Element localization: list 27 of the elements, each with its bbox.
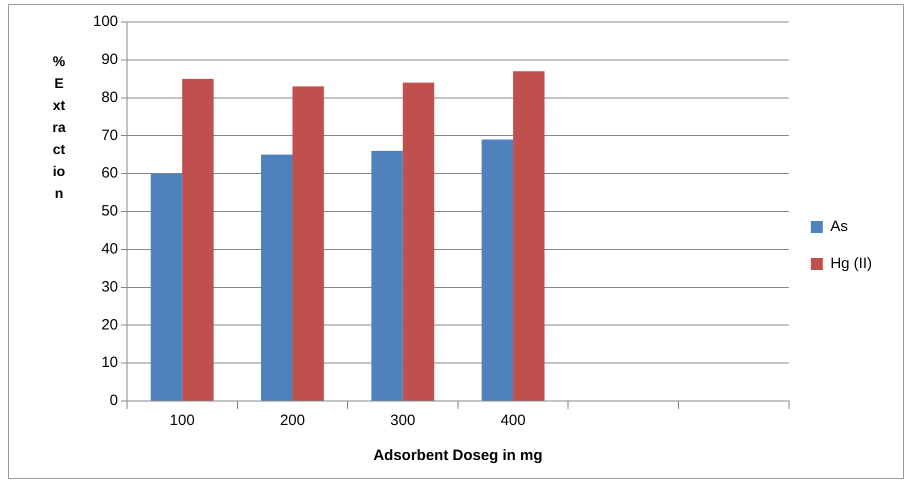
- y-tick-label: 20: [101, 316, 118, 334]
- legend-label: As: [830, 218, 848, 236]
- y-tick-label: 60: [101, 164, 118, 182]
- bar: [371, 150, 403, 400]
- legend-label: Hg (II): [830, 255, 872, 272]
- y-tick-label: 50: [101, 202, 118, 220]
- x-tick-label: 400: [500, 412, 526, 430]
- x-tick-label: 100: [170, 412, 195, 430]
- y-tick-label: 40: [101, 240, 118, 258]
- bar: [182, 78, 214, 400]
- y-tick-label: 30: [101, 278, 118, 296]
- y-tick-label: 70: [101, 126, 118, 144]
- y-tick-label: 80: [101, 88, 118, 106]
- bar: [402, 82, 434, 400]
- y-tick-label: 10: [101, 354, 118, 372]
- x-axis-title: Adsorbent Doseg in mg: [373, 447, 543, 464]
- y-tick-label: 90: [101, 51, 118, 68]
- bar: [261, 154, 292, 400]
- x-tick-label: 200: [280, 412, 305, 430]
- y-tick-label: 100: [92, 13, 118, 30]
- bar: [513, 71, 545, 400]
- bar: [150, 174, 182, 400]
- x-tick-label: 300: [390, 412, 416, 430]
- bar: [482, 139, 514, 400]
- bar: [292, 86, 324, 400]
- y-tick-label: 0: [110, 392, 118, 410]
- y-axis-title: % Extraction: [52, 52, 66, 203]
